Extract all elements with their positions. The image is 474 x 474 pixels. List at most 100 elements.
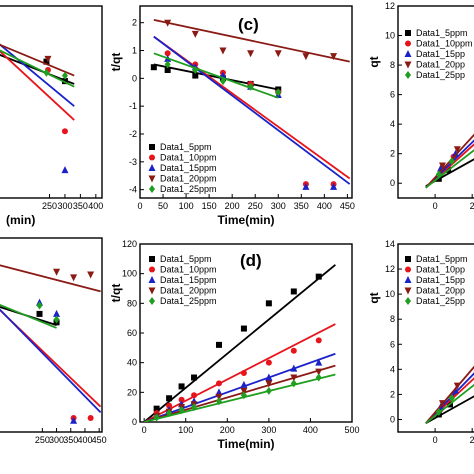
legend-marker-25ppm	[149, 297, 155, 305]
chart-panel-top-left: 250 300 350 400 (min)	[0, 5, 103, 227]
data-point-20ppm	[290, 374, 298, 382]
x-tick-label: 450	[340, 201, 355, 211]
plot-area	[425, 365, 474, 425]
legend-marker-25ppm	[405, 297, 411, 305]
x-tick-label: 200	[225, 201, 240, 211]
x-tick-label: 400	[303, 425, 318, 435]
data-point-25ppm	[215, 397, 222, 406]
data-point-5ppm	[192, 72, 199, 79]
data-point-25ppm	[435, 407, 442, 416]
data-point-15ppm	[70, 416, 78, 424]
x-tick-label: 300	[261, 425, 276, 435]
chart-panel-bottom-right: 0 202468101214qtData1_5ppmData1_10ppData1…	[367, 239, 474, 445]
data-point-15ppm	[240, 380, 248, 388]
legend-marker-10ppm	[405, 266, 411, 273]
plot-area	[143, 264, 336, 422]
data-point-25ppm	[53, 315, 60, 324]
fit-line-25ppm	[0, 49, 75, 88]
y-tick-label: 10	[385, 289, 395, 299]
data-point-25ppm	[290, 379, 297, 388]
y-tick-label: 120	[122, 239, 137, 249]
y-tick-label: -3	[129, 157, 137, 167]
plot-area	[150, 19, 351, 190]
y-tick-label: 6	[390, 339, 395, 349]
x-tick-label: 0	[142, 425, 147, 435]
plot-area	[0, 43, 75, 174]
fit-line-15ppm	[0, 308, 102, 413]
data-point-25ppm	[435, 170, 442, 179]
legend-entry: Data1_10pp	[416, 265, 465, 275]
x-tick-label: 2	[470, 201, 474, 211]
legend-entry: Data1_20ppm	[160, 174, 217, 184]
data-point-15ppm	[53, 309, 61, 317]
y-tick-label: 100	[122, 269, 137, 279]
legend-entry: Data1_15pp	[416, 275, 465, 285]
fit-line-5ppm	[143, 264, 336, 422]
fit-line-15ppm	[153, 35, 351, 185]
x-axis-label: (min)	[6, 213, 35, 227]
y-tick-label: -1	[129, 101, 137, 111]
y-tick-label: 2	[390, 389, 395, 399]
y-tick-label: 12	[385, 264, 395, 274]
data-point-15ppm	[302, 182, 310, 190]
y-tick-label: 6	[390, 90, 395, 100]
data-point-20ppm	[274, 50, 282, 58]
y-tick-label: 20	[127, 387, 137, 397]
data-point-10ppm	[87, 414, 94, 421]
fit-line-20ppm	[153, 19, 350, 63]
legend-entry: Data1_20ppm	[160, 286, 217, 296]
data-point-15ppm	[315, 358, 323, 366]
legend-entry: Data1_5ppm	[416, 254, 468, 264]
legend-marker-5ppm	[149, 144, 155, 150]
y-tick-label: -4	[129, 185, 137, 195]
chart-panel-bottom-left: 250 300 350 400 450	[0, 237, 107, 445]
y-tick-label: 0	[132, 73, 137, 83]
x-tick-label: 150	[202, 201, 217, 211]
x-tick-label: 0	[433, 435, 438, 445]
x-axis-label: Time(min)	[217, 213, 274, 227]
data-point-25ppm	[240, 391, 247, 400]
plot-frame	[139, 5, 353, 199]
data-point-10ppm	[315, 337, 322, 344]
legend: Data1_5ppmData1_10ppmData1_15ppData1_20p…	[404, 28, 473, 80]
legend-entry: Data1_20pp	[416, 286, 465, 296]
x-tick-label: 2	[470, 435, 474, 445]
data-point-25ppm	[153, 413, 160, 422]
x-tick-label: 100	[179, 201, 194, 211]
legend: Data1_5ppmData1_10ppData1_15ppData1_20pp…	[404, 254, 468, 306]
legend-marker-25ppm	[149, 185, 155, 193]
legend-marker-5ppm	[149, 256, 155, 262]
data-point-5ppm	[36, 310, 43, 317]
data-point-20ppm	[439, 162, 447, 170]
x-tick-label: 400	[77, 435, 92, 445]
legend-marker-15ppm	[148, 164, 156, 171]
x-axis-label: Time(min)	[217, 437, 274, 451]
data-point-15ppm	[290, 364, 298, 372]
x-tick-label: 0	[137, 201, 142, 211]
plot-area	[0, 264, 102, 424]
legend-marker-25ppm	[405, 71, 411, 79]
x-tick-label: 50	[158, 201, 168, 211]
y-axis-label: t/qt	[109, 53, 123, 72]
panel-label: (d)	[240, 251, 262, 270]
legend-marker-10ppm	[405, 40, 411, 47]
x-tick-label: 350	[73, 201, 88, 211]
y-tick-label: 8	[390, 60, 395, 70]
y-tick-label: 40	[127, 358, 137, 368]
legend-marker-5ppm	[405, 30, 411, 36]
y-tick-label: 60	[127, 328, 137, 338]
y-tick-label: 0	[390, 178, 395, 188]
legend: Data1_5ppmData1_10ppmData1_15ppmData1_20…	[148, 254, 217, 306]
x-tick-label: 250	[35, 435, 50, 445]
legend-entry: Data1_10ppm	[160, 153, 217, 163]
data-point-5ppm	[43, 58, 50, 65]
legend-marker-20ppm	[404, 287, 412, 295]
data-point-20ppm	[453, 382, 461, 390]
data-point-25ppm	[178, 406, 185, 415]
legend-marker-15ppm	[404, 276, 412, 283]
data-point-20ppm	[315, 368, 323, 376]
plot-frame	[397, 243, 474, 433]
data-point-5ppm	[153, 405, 160, 412]
